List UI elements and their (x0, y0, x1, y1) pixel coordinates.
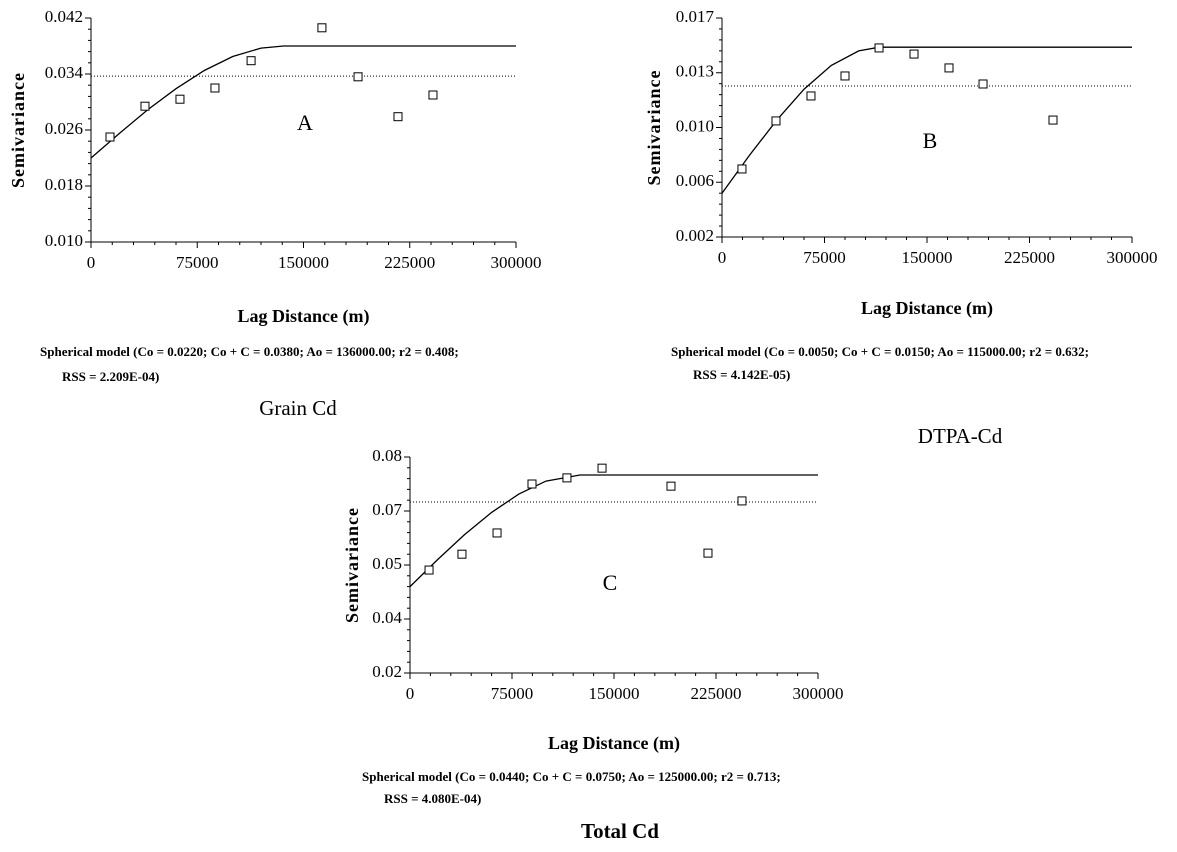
data-point (737, 496, 747, 506)
data-point (246, 56, 256, 66)
data-point (1048, 115, 1058, 125)
panel-label: C (603, 570, 618, 595)
data-point (666, 481, 676, 491)
data-point (944, 63, 954, 73)
y-tick-label: 0.006 (676, 171, 714, 190)
data-point (840, 71, 850, 81)
y-tick-label: 0.04 (372, 608, 402, 627)
model-caption: Spherical model (Co = 0.0050; Co + C = 0… (671, 344, 1089, 359)
data-point (424, 565, 434, 575)
y-tick-label: 0.042 (45, 7, 83, 26)
x-tick-label: 150000 (589, 684, 640, 703)
y-axis-label: Semivariance (342, 507, 362, 623)
y-tick-label: 0.026 (45, 119, 83, 138)
panel-label: B (923, 128, 938, 153)
panel-label: A (297, 110, 313, 135)
data-point (562, 473, 572, 483)
x-tick-label: 225000 (384, 253, 435, 272)
data-point (806, 91, 816, 101)
model-curve (721, 46, 1132, 194)
data-point (393, 112, 403, 122)
data-point (909, 49, 919, 59)
x-tick-label: 225000 (1004, 248, 1055, 267)
x-tick-label: 75000 (803, 248, 846, 267)
x-axis-label: Lag Distance (m) (238, 306, 370, 327)
y-tick-label: 0.010 (45, 231, 83, 250)
data-point (737, 164, 747, 174)
x-tick-label: 150000 (902, 248, 953, 267)
data-point (175, 94, 185, 104)
data-point (317, 23, 327, 33)
data-point (140, 101, 150, 111)
x-axis-label: Lag Distance (m) (548, 733, 680, 754)
data-point (874, 43, 884, 53)
panel-subtitle: Grain Cd (259, 396, 337, 420)
x-tick-label: 0 (87, 253, 96, 272)
x-tick-label: 0 (718, 248, 727, 267)
data-point (457, 549, 467, 559)
y-tick-label: 0.034 (45, 63, 84, 82)
model-caption: RSS = 4.142E-05) (693, 367, 790, 382)
data-point (527, 479, 537, 489)
data-point (210, 83, 220, 93)
x-tick-label: 75000 (176, 253, 219, 272)
data-point (703, 548, 713, 558)
data-point (428, 90, 438, 100)
y-tick-label: 0.010 (676, 116, 714, 135)
model-caption: RSS = 2.209E-04) (62, 369, 159, 384)
data-point (105, 132, 115, 142)
y-axis-label: Semivariance (8, 72, 28, 188)
x-tick-label: 150000 (278, 253, 329, 272)
data-point (353, 72, 363, 82)
model-curve (90, 45, 516, 159)
model-caption: Spherical model (Co = 0.0440; Co + C = 0… (362, 769, 781, 784)
y-tick-label: 0.017 (676, 7, 715, 26)
data-point (978, 79, 988, 89)
y-tick-label: 0.002 (676, 226, 714, 245)
x-tick-label: 300000 (793, 684, 844, 703)
y-axis-label: Semivariance (644, 70, 664, 186)
x-tick-label: 75000 (491, 684, 534, 703)
x-tick-label: 225000 (691, 684, 742, 703)
panel-subtitle: Total Cd (581, 819, 659, 843)
model-curve (409, 474, 818, 588)
model-caption: Spherical model (Co = 0.0220; Co + C = 0… (40, 344, 459, 359)
model-caption: RSS = 4.080E-04) (384, 791, 481, 806)
data-point (771, 116, 781, 126)
y-tick-label: 0.08 (372, 446, 402, 465)
x-tick-label: 300000 (491, 253, 542, 272)
x-tick-label: 0 (406, 684, 415, 703)
y-tick-label: 0.07 (372, 500, 402, 519)
x-axis-label: Lag Distance (m) (861, 298, 993, 319)
y-tick-label: 0.013 (676, 62, 714, 81)
y-tick-label: 0.018 (45, 175, 83, 194)
y-tick-label: 0.05 (372, 554, 402, 573)
data-point (492, 528, 502, 538)
y-tick-label: 0.02 (372, 662, 402, 681)
x-tick-label: 300000 (1107, 248, 1158, 267)
panel-subtitle: DTPA-Cd (918, 424, 1003, 448)
data-point (597, 463, 607, 473)
